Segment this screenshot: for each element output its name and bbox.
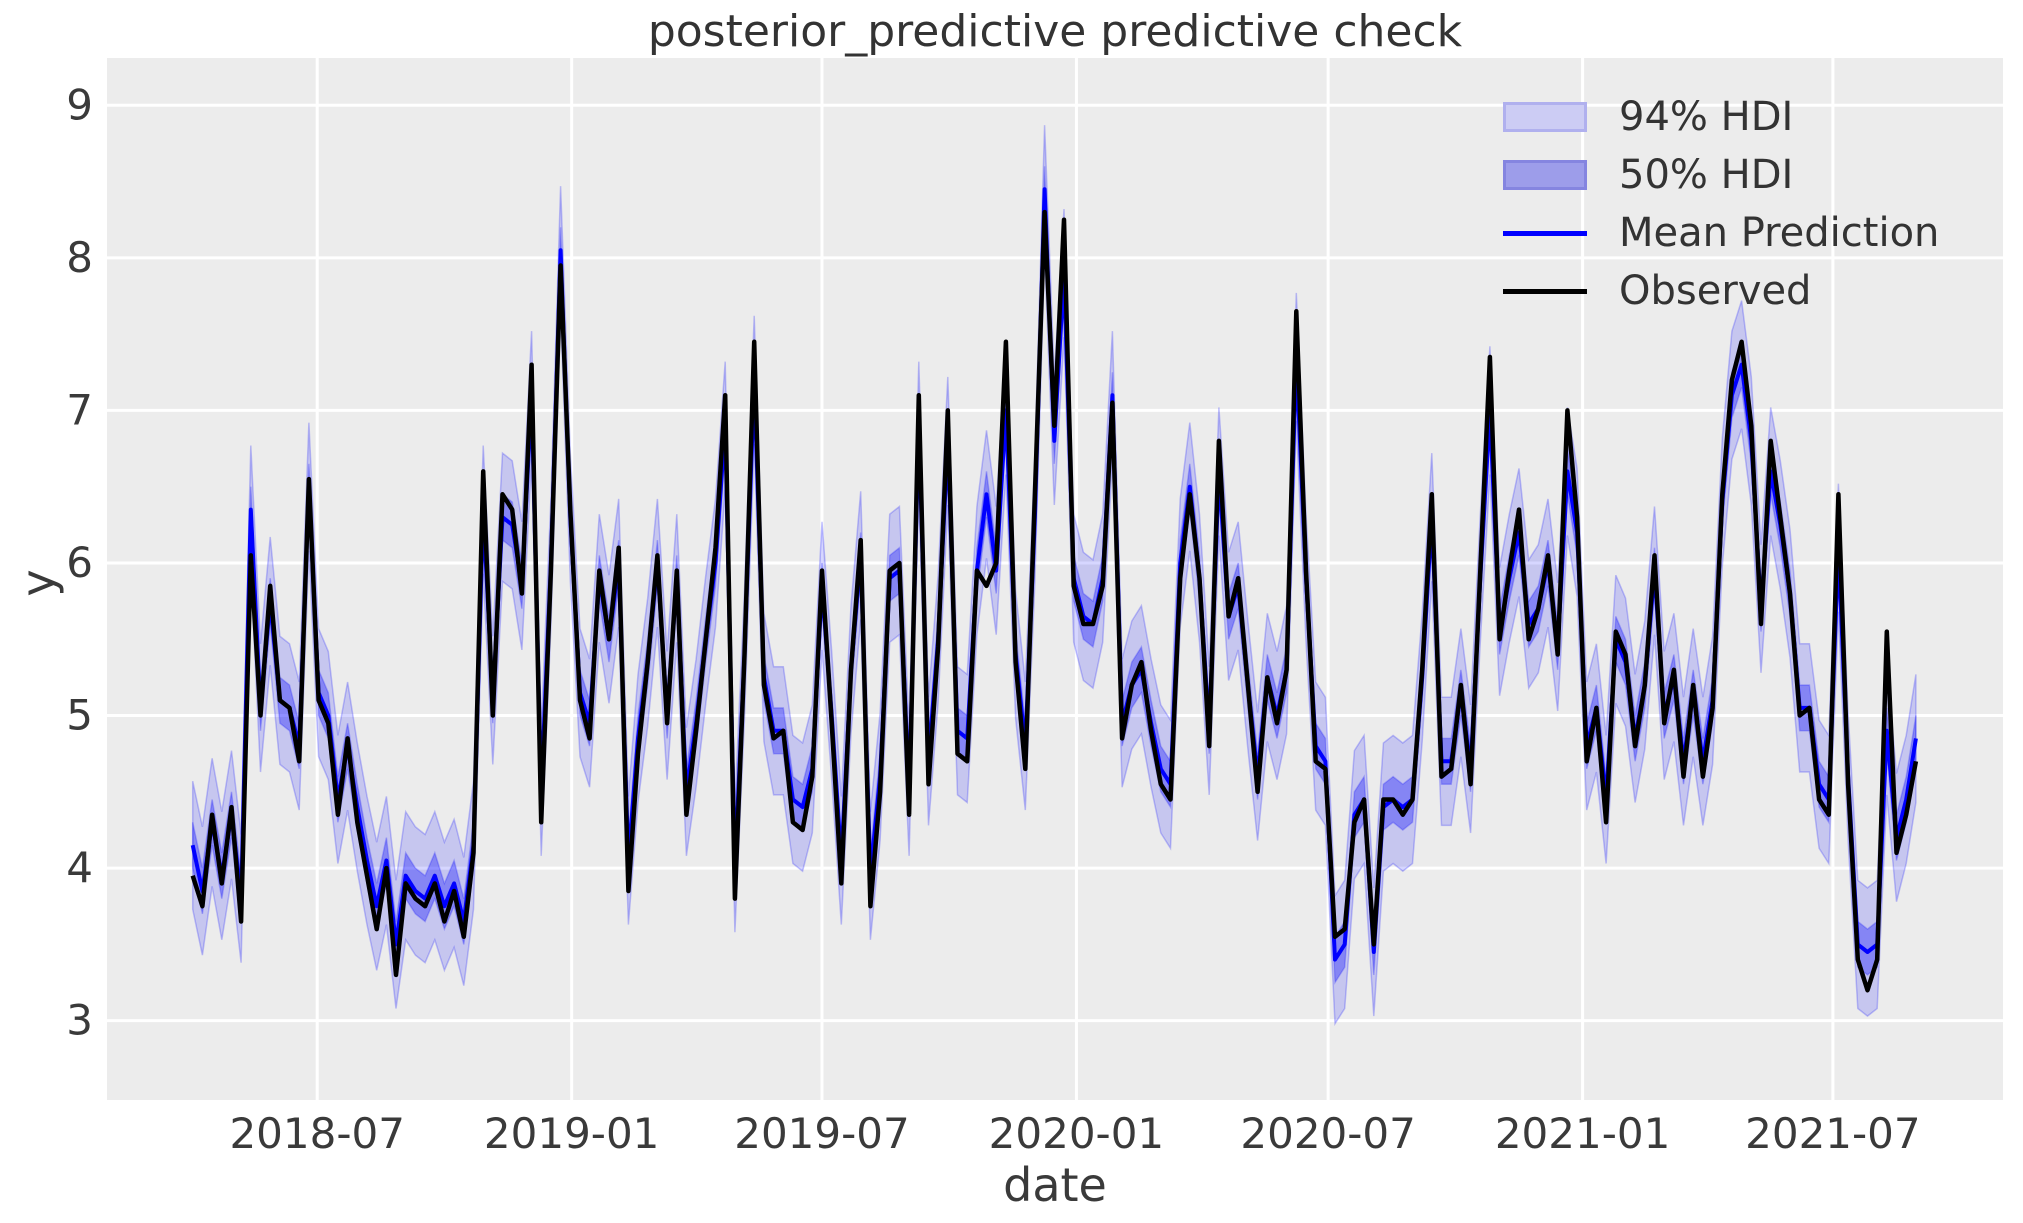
y-axis-label: y [11, 569, 65, 597]
x-tick-label: 2020-07 [1240, 1109, 1416, 1158]
legend: 94% HDI 50% HDI Mean Prediction Observed [1503, 88, 1939, 320]
x-tick-label: 2021-07 [1745, 1109, 1921, 1158]
legend-line-swatch [1503, 230, 1587, 236]
legend-item-mean-prediction: Mean Prediction [1503, 204, 1939, 262]
legend-label: Observed [1619, 268, 1812, 314]
x-tick-label: 2019-01 [484, 1109, 660, 1158]
x-tick-label: 2020-01 [989, 1109, 1165, 1158]
axes-background [107, 58, 2003, 1100]
legend-patch-swatch [1503, 102, 1587, 132]
y-tick-label: 6 [66, 538, 93, 587]
y-tick-label: 9 [66, 80, 93, 129]
legend-item-observed: Observed [1503, 262, 1939, 320]
y-tick-label: 4 [66, 843, 93, 892]
y-tick-label: 3 [66, 996, 93, 1045]
legend-label: 94% HDI [1619, 94, 1794, 140]
y-tick-label: 7 [66, 385, 93, 434]
x-tick-label: 2019-07 [734, 1109, 910, 1158]
legend-item-50-hdi: 50% HDI [1503, 146, 1939, 204]
x-axis-label: date [1003, 1158, 1107, 1212]
legend-patch-swatch [1503, 160, 1587, 190]
x-tick-label: 2018-07 [229, 1109, 405, 1158]
x-tick-label: 2021-01 [1495, 1109, 1671, 1158]
legend-label: Mean Prediction [1619, 210, 1940, 256]
chart-title: posterior_predictive predictive check [647, 6, 1463, 57]
y-tick-label: 5 [66, 691, 93, 740]
observed-line [190, 209, 1919, 993]
y-tick-label: 8 [66, 233, 93, 282]
legend-line-swatch [1503, 288, 1587, 294]
legend-item-94-hdi: 94% HDI [1503, 88, 1939, 146]
legend-label: 50% HDI [1619, 152, 1794, 198]
